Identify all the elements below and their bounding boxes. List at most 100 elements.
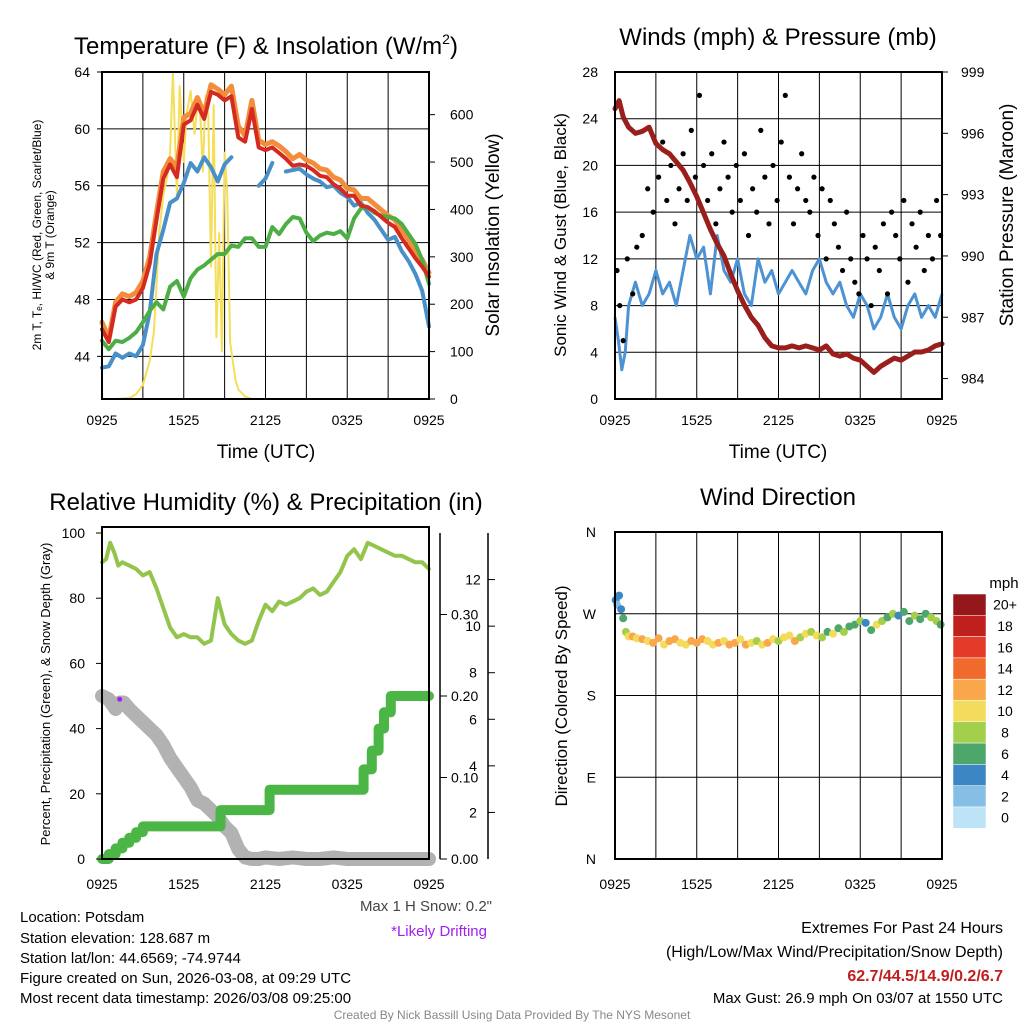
wind-y-tick-label: 24 [582, 111, 598, 127]
speed-color-legend: 20+ 18 16 14 12 10 8 6 4 2 0 [952, 593, 1017, 829]
wind-x-axis-label: Time (UTC) [729, 442, 828, 463]
legend-label: 4 [1001, 767, 1009, 783]
elevation-text: Station elevation: 128.687 m [20, 930, 210, 947]
wind-y-tick-label: 0 [590, 391, 598, 407]
gust-point [880, 221, 887, 227]
dir-chart-title: Wind Direction [700, 484, 856, 511]
legend-label: 0 [1001, 810, 1009, 826]
direction-point [617, 605, 626, 614]
gust-point [872, 244, 878, 250]
dir-plot-frame [614, 531, 943, 860]
precip-tick-label: 0.20 [451, 688, 478, 704]
rh-x-tick-label: 2125 [250, 876, 281, 892]
gust-point [864, 256, 870, 262]
gust-point [839, 267, 846, 274]
gust-point [729, 209, 735, 215]
temp-y2-tick-label: 0 [450, 391, 458, 407]
wind-y-tick-label: 12 [582, 251, 598, 267]
dir-x-tick-label: 2125 [763, 876, 794, 892]
direction-point [829, 629, 837, 638]
wind-y2-tick-label: 996 [961, 125, 985, 141]
rh-plot-frame [101, 526, 430, 860]
gust-point [831, 221, 837, 227]
snow-tick-label: 10 [465, 618, 481, 634]
temp-y2-axis-label: Solar Insolation (Yellow) [483, 133, 504, 336]
gust-point [620, 338, 626, 344]
temp-y-axis-label-line2: & 9m T (Orange) [43, 190, 57, 280]
gust-point [860, 232, 866, 239]
gust-point [835, 244, 842, 250]
dir-x-tick-label: 1525 [681, 876, 712, 892]
temp-plot-frame [101, 71, 430, 400]
recent-data-text: Most recent data timestamp: 2026/03/08 0… [20, 990, 351, 1007]
temp-x-tick-label: 0925 [86, 412, 117, 428]
gust-point [884, 291, 891, 297]
temp-y2-tick-label: 300 [450, 249, 474, 265]
gust-point [856, 291, 862, 297]
gust-point [811, 174, 817, 180]
snow-tick-label: 4 [469, 758, 477, 774]
gust-point [921, 267, 927, 274]
rh-y-tick-label: 60 [69, 655, 85, 671]
gust-point [617, 302, 623, 309]
gust-point [868, 302, 874, 309]
snow-tick-label: 8 [469, 665, 477, 681]
wind-chart-title: Winds (mph) & Pressure (mb) [619, 24, 936, 51]
humidity-line [100, 540, 431, 646]
temp-y-tick-label: 56 [74, 178, 90, 194]
max-gust-text: Max Gust: 26.9 mph On 03/07 at 1550 UTC [713, 990, 1003, 1007]
extremes-subtitle: (High/Low/Max Wind/Precipitation/Snow De… [666, 944, 1003, 961]
gust-point [754, 209, 760, 215]
dir-x-tick-label: 0925 [599, 876, 630, 892]
wind-y-tick-label: 4 [590, 344, 598, 360]
dir-y-tick-label: W [583, 606, 597, 622]
gust-point [897, 256, 903, 262]
direction-point [654, 634, 663, 643]
gust-point [778, 139, 784, 145]
gust-point [819, 186, 825, 192]
gust-point [645, 186, 651, 192]
credit-text: Created By Nick Bassill Using Data Provi… [334, 1008, 691, 1022]
gust-point [705, 197, 711, 204]
rh-tick-labels: 0 20 40 60 80 100 0.00 0.10 0.20 0.30 2 4 6 8 10 12 0925… [62, 525, 495, 892]
rh-chart-title: Relative Humidity (%) & Precipitation (i… [49, 489, 482, 516]
wind-y2-axis-label: Station Pressure (Maroon) [997, 104, 1018, 327]
gust-point [700, 162, 707, 169]
temp-y2-tick-label: 600 [450, 107, 474, 123]
latlon-text: Station lat/lon: 44.6569; -74.9744 [20, 950, 241, 967]
temp-chart-title: Temperature (F) & Insolation (W/m2) [74, 31, 458, 60]
wind-y2-tick-label: 999 [961, 64, 985, 80]
gust-point [844, 209, 850, 215]
temperature-panel: Temperature (F) & Insolation (W/m2) 44 48… [30, 31, 504, 463]
gust-point [848, 256, 854, 262]
drift-marker [117, 696, 123, 702]
legend-label: 6 [1001, 746, 1009, 762]
legend-swatch [952, 678, 987, 701]
legend-swatch [952, 806, 987, 829]
rh-y-axis-label: Percent, Precipitation (Green), & Snow D… [38, 543, 53, 846]
created-text: Figure created on Sun, 2026-03-08, at 09… [20, 970, 351, 987]
wind-y2-tick-label: 990 [961, 248, 985, 264]
rh-x-tick-label: 0925 [86, 876, 117, 892]
direction-point [936, 620, 945, 629]
temp-y-tick-label: 44 [74, 348, 90, 364]
direction-point [649, 638, 658, 647]
temp-x-tick-label: 0925 [413, 412, 444, 428]
gust-point [660, 139, 666, 145]
snow-tick-label: 12 [465, 572, 481, 588]
wind-y2-tick-label: 993 [961, 187, 985, 203]
gust-point [758, 127, 764, 133]
gust-point [713, 221, 719, 227]
likely-drifting-label: *Likely Drifting [391, 923, 487, 940]
gust-point [913, 244, 919, 250]
gust-point [750, 186, 756, 192]
gust-point [852, 279, 858, 285]
dir-y-tick-label: E [587, 769, 596, 785]
legend-swatch [952, 764, 987, 786]
gust-point [725, 174, 731, 180]
precip-tick-label: 0.10 [451, 770, 478, 786]
temp-tick-labels: 44 48 52 56 60 64 0 100 200 300 400 500 600 0925 1525 2… [74, 64, 473, 428]
temp-y2-tick-label: 200 [450, 296, 474, 312]
